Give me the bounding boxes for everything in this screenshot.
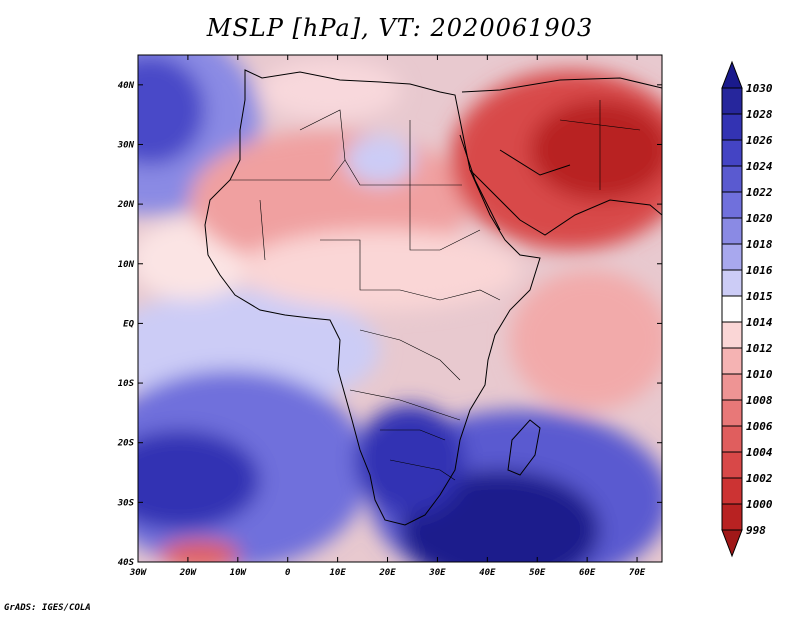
colorbar-top-arrow — [721, 60, 743, 89]
colorbar-label: 1014 — [746, 316, 773, 329]
red-sea — [459, 134, 501, 231]
colorbar-swatch — [721, 321, 743, 349]
arabian-low-core — [530, 100, 662, 200]
libya-high — [345, 135, 415, 185]
y-tick-label: 20N — [117, 200, 135, 210]
colorbar-swatch — [721, 399, 743, 427]
colorbar: 1030 1028 1026 1024 1022 1020 1018 1016 1015 1014… — [721, 60, 773, 558]
y-tick-label: 10N — [118, 260, 135, 270]
colorbar-label: 1008 — [746, 394, 773, 407]
colorbar-label: 1028 — [746, 108, 773, 121]
colorbar-swatch — [721, 477, 743, 505]
colorbar-label: 1022 — [746, 186, 773, 199]
azores-high-core — [138, 55, 205, 165]
map-title: MSLP [hPa], VT: 2020061903 — [206, 14, 594, 42]
south-atlantic-pink — [160, 540, 240, 562]
colorbar-swatch — [721, 191, 743, 219]
y-tick-label: 30N — [117, 140, 135, 150]
colorbar-swatch — [721, 451, 743, 479]
country-borders — [230, 100, 641, 481]
x-tick-label: 40E — [479, 568, 496, 578]
x-tick-label: 30E — [428, 568, 446, 578]
colorbar-swatch — [721, 373, 743, 401]
x-tick-label: 10W — [230, 568, 248, 578]
colorbar-label: 1018 — [746, 238, 773, 251]
x-tick-label: 10E — [329, 568, 346, 578]
x-tick-label: 0 — [285, 568, 291, 578]
colorbar-swatch — [721, 243, 743, 271]
y-tick-label: 30S — [117, 498, 135, 508]
colorbar-bottom-arrow — [721, 529, 743, 558]
y-tick-label: 20S — [117, 439, 135, 449]
colorbar-swatch — [721, 295, 743, 323]
southern-africa-high — [355, 405, 465, 515]
x-axis: 30W 20W 10W 0 10E 20E 30E 40E 50E 60E 70E — [129, 55, 646, 578]
colorbar-label: 1024 — [746, 160, 773, 173]
madagascar-coastline — [507, 419, 541, 476]
y-tick-label: 40S — [118, 558, 135, 568]
colorbar-swatch — [721, 113, 743, 141]
x-tick-label: 70E — [629, 568, 646, 578]
colorbar-swatch — [721, 269, 743, 297]
mediterranean-region — [260, 60, 400, 120]
arabia-coastline — [461, 77, 662, 236]
pressure-field — [138, 55, 662, 562]
sahel-region — [240, 230, 520, 310]
colorbar-label: 1012 — [746, 342, 773, 355]
y-tick-label: 40N — [118, 81, 135, 91]
colorbar-label: 1015 — [746, 290, 773, 303]
colorbar-swatch — [721, 503, 743, 531]
colorbar-label: 1020 — [746, 212, 773, 225]
plot-frame — [137, 54, 663, 563]
x-tick-label: 60E — [579, 568, 596, 578]
colorbar-label: 998 — [746, 524, 766, 537]
y-tick-label: 10S — [118, 379, 135, 389]
y-tick-label: EQ — [123, 319, 134, 329]
indian-ocean-pink — [510, 270, 662, 410]
colorbar-label: 1006 — [746, 420, 773, 433]
colorbar-label: 1026 — [746, 134, 773, 147]
colorbar-swatch — [721, 87, 743, 115]
x-tick-label: 50E — [529, 568, 546, 578]
africa-coastline — [204, 69, 541, 526]
colorbar-label: 1004 — [746, 446, 773, 459]
colorbar-label: 1016 — [746, 264, 773, 277]
colorbar-swatch — [721, 347, 743, 375]
grads-credit: GrADS: IGES/COLA — [4, 603, 91, 613]
colorbar-label: 1010 — [746, 368, 773, 381]
colorbar-swatch — [721, 139, 743, 167]
colorbar-label: 1000 — [746, 498, 773, 511]
colorbar-swatch — [721, 165, 743, 193]
x-tick-label: 30W — [129, 568, 148, 578]
y-axis: 40N 30N 20N 10N EQ 10S 20S 30S 40S — [117, 81, 662, 568]
x-tick-label: 20E — [378, 568, 396, 578]
x-tick-label: 20W — [179, 568, 198, 578]
colorbar-label: 1030 — [746, 82, 773, 95]
colorbar-swatch — [721, 217, 743, 245]
south-atlantic-core — [138, 430, 260, 530]
colorbar-label: 1002 — [746, 472, 773, 485]
colorbar-swatch — [721, 425, 743, 453]
coastlines — [204, 69, 662, 526]
